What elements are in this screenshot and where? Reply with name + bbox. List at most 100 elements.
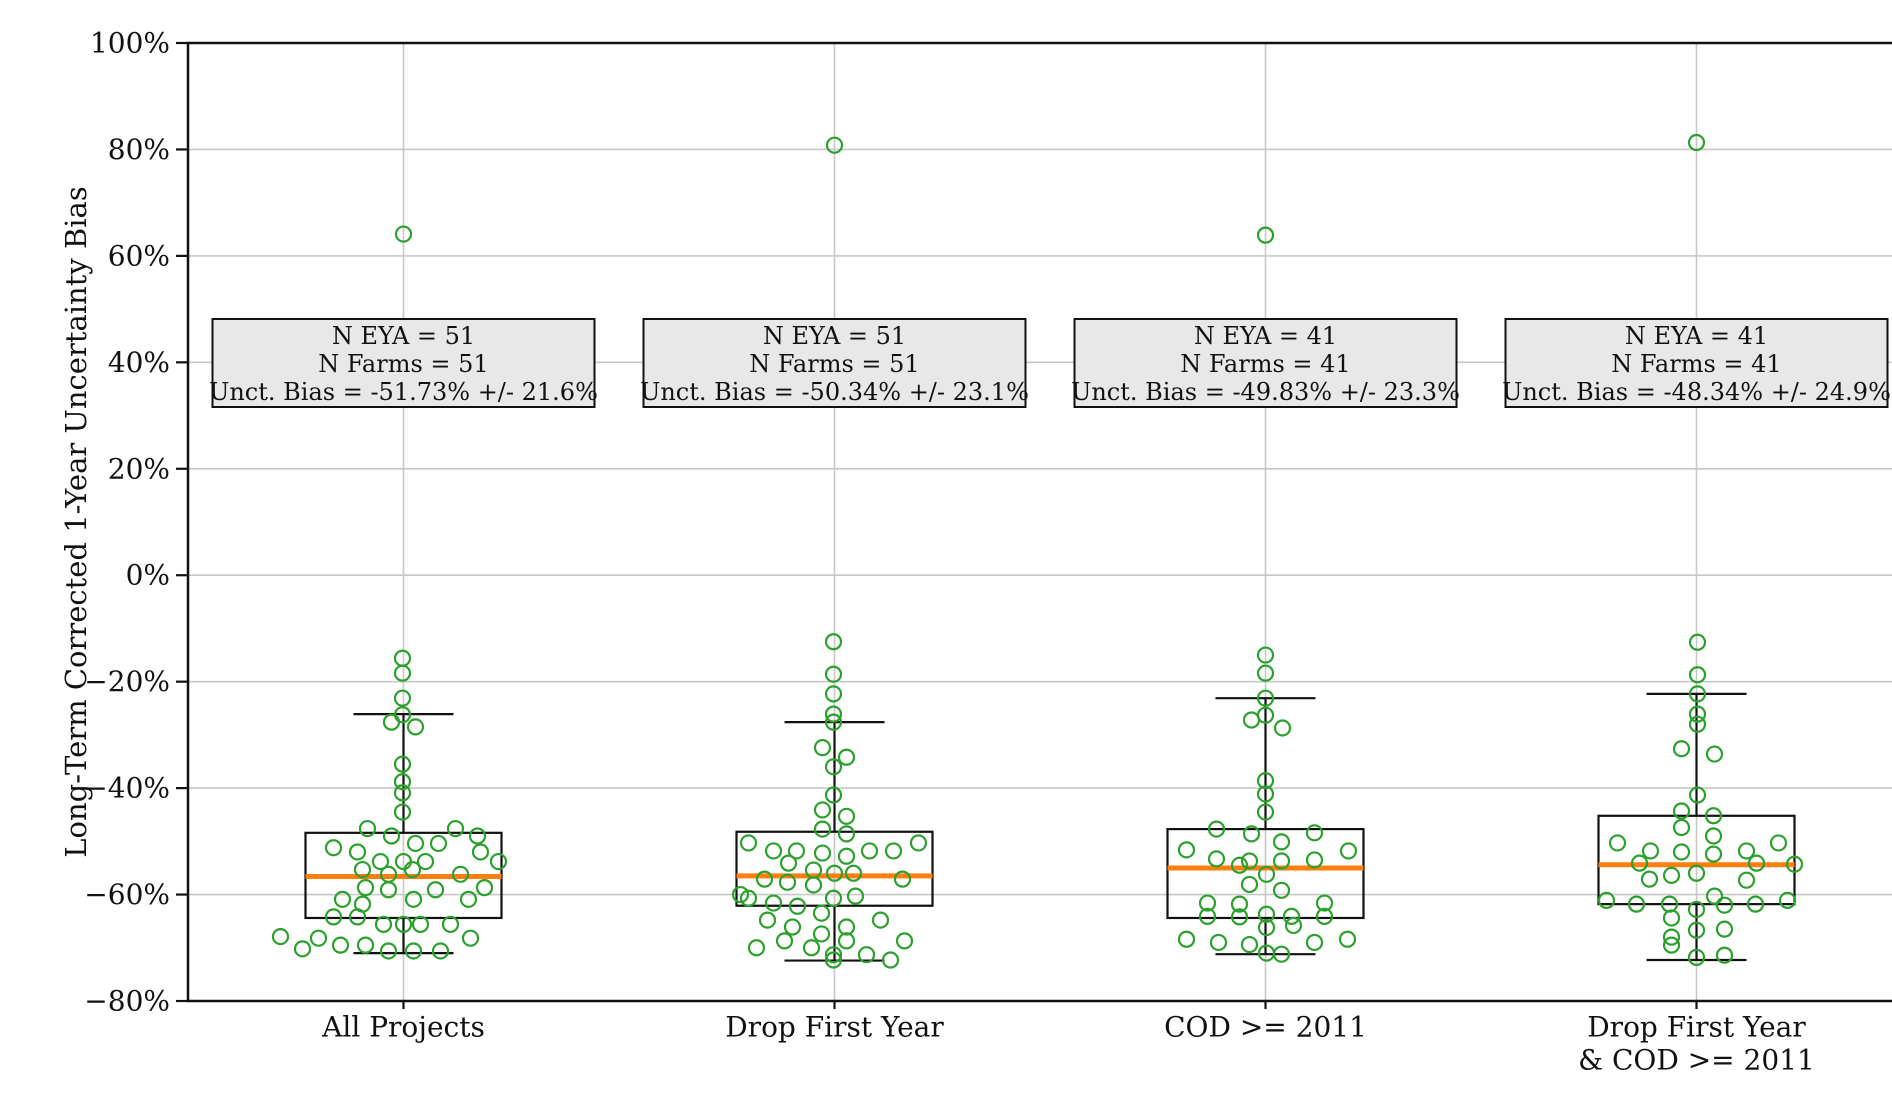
scatter-point — [348, 843, 367, 861]
scatter-point — [1747, 854, 1766, 872]
scatter-point — [824, 665, 843, 683]
scatter-point — [747, 939, 766, 957]
scatter-point — [324, 908, 343, 926]
scatter-point — [1688, 685, 1707, 703]
scatter-point — [739, 889, 758, 907]
scatter-point — [1608, 834, 1627, 852]
scatter-point — [1242, 711, 1261, 729]
scatter-point — [779, 854, 798, 872]
scatter-point — [844, 864, 863, 882]
scatter-point — [1662, 928, 1681, 946]
scatter-point — [812, 904, 831, 922]
scatter-point — [1209, 933, 1228, 952]
x-tick-label: COD >= 2011 — [1164, 1011, 1367, 1044]
scatter-point — [324, 839, 343, 857]
scatter-point — [468, 827, 487, 845]
y-tick-label: 100% — [90, 27, 170, 60]
scatter-point — [787, 842, 806, 860]
scatter-point — [382, 713, 401, 731]
scatter-point — [1177, 930, 1196, 948]
scatter-point — [333, 890, 352, 908]
scatter-point — [824, 713, 843, 731]
scatter-point — [824, 889, 843, 907]
scatter-point — [1672, 818, 1691, 837]
scatter-point — [825, 864, 844, 882]
y-tick-label: 80% — [108, 133, 170, 166]
scatter-point — [1272, 852, 1291, 870]
scatter-point — [358, 819, 377, 838]
scatter-point — [1672, 843, 1691, 861]
scatter-point — [837, 807, 856, 825]
scatter-point — [1284, 916, 1303, 935]
scatter-point — [1688, 666, 1707, 684]
scatter-point — [1627, 895, 1646, 913]
scatter-point — [471, 843, 490, 861]
scatter-point — [1177, 841, 1196, 859]
iqr-box — [1597, 814, 1796, 906]
annotation-line: N EYA = 41 — [1194, 322, 1337, 350]
scatter-point — [813, 844, 832, 862]
scatter-point — [461, 929, 480, 947]
scatter-point — [881, 951, 900, 969]
scatter-point — [1240, 875, 1259, 894]
scatter-point — [1257, 918, 1276, 937]
scatter-point — [783, 918, 802, 936]
scatter-point — [411, 915, 430, 933]
grid — [188, 42, 1892, 1002]
annotation-line: Unct. Bias = -50.34% +/- 23.1% — [640, 378, 1029, 406]
scatter-point — [1688, 786, 1707, 804]
scatter-point — [813, 801, 832, 819]
scatter-point — [804, 876, 823, 894]
outlier-point — [1687, 133, 1706, 152]
scatter-point — [1230, 908, 1249, 926]
scatter-point — [446, 819, 465, 838]
scatter-point — [1257, 865, 1276, 883]
annotation-line: Unct. Bias = -51.73% +/- 21.6% — [209, 378, 598, 406]
y-tick-label: 0% — [126, 559, 170, 592]
scatter-point — [1305, 933, 1324, 952]
scatter-point — [764, 894, 783, 912]
scatter-point — [1272, 833, 1291, 851]
scatter-point — [1240, 935, 1259, 954]
scatter-group-2 — [731, 136, 928, 969]
annotation-line: N Farms = 41 — [1180, 350, 1350, 378]
scatter-point — [1769, 834, 1788, 852]
scatter-point — [1242, 825, 1261, 843]
scatter-point — [379, 942, 398, 960]
scatter-point — [459, 890, 478, 908]
scatter-point — [1687, 948, 1706, 966]
scatter-point — [1704, 807, 1723, 825]
scatter-point — [404, 890, 423, 908]
annotation-line: Unct. Bias = -49.83% +/- 23.3% — [1071, 378, 1460, 406]
y-tick-label: 60% — [108, 239, 170, 272]
scatter-point — [860, 842, 879, 860]
scatter-point — [356, 879, 375, 897]
scatter-point — [393, 689, 412, 707]
scatter-point — [1746, 895, 1765, 913]
annotation-line: Unct. Bias = -48.34% +/- 24.9% — [1502, 378, 1891, 406]
scatter-point — [837, 748, 856, 766]
scatter-point — [775, 932, 794, 950]
scatter-point — [404, 942, 423, 960]
scatter-point — [1230, 856, 1249, 874]
box-plot-1 — [304, 713, 503, 955]
scatter-point — [431, 942, 450, 960]
scatter-point — [1315, 907, 1334, 925]
scatter-point — [371, 852, 390, 871]
scatter-point — [1305, 824, 1324, 842]
scatter-point — [1273, 719, 1292, 737]
scatter-point — [1715, 946, 1734, 964]
scatter-point — [1207, 820, 1226, 838]
scatter-point — [1672, 740, 1691, 758]
scatter-point — [837, 825, 856, 843]
scatter-point — [1256, 803, 1275, 821]
scatter-group-4 — [1597, 133, 1804, 966]
outlier-point — [394, 225, 413, 243]
scatter-point — [489, 852, 508, 871]
scatter-point — [1704, 827, 1723, 845]
outlier-point — [825, 136, 844, 154]
